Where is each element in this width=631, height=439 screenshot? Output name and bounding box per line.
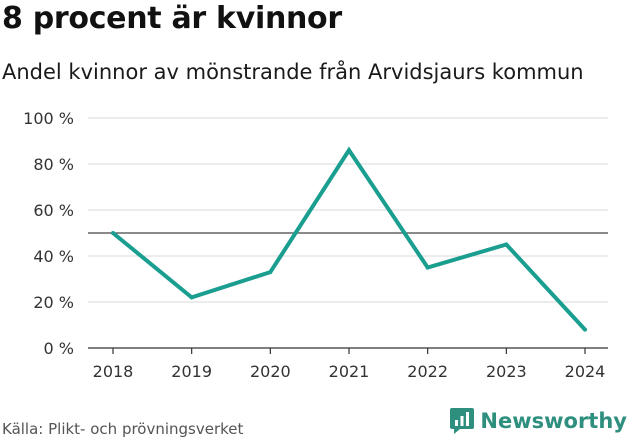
x-tick-label: 2024 [565,362,606,381]
data-point [189,295,194,300]
y-tick-label: 100 % [23,109,74,128]
data-point [504,242,509,247]
x-tick-label: 2021 [329,362,370,381]
series-line [111,146,587,331]
y-tick-label: 60 % [33,201,74,220]
chart-title: 8 procent är kvinnor [2,1,342,36]
x-tick-label: 2020 [250,362,291,381]
data-point [111,231,115,235]
data-point [347,148,351,153]
brand-logo: Newsworthy [450,408,627,434]
y-tick-label: 80 % [33,155,74,174]
x-tick-label: 2019 [171,362,212,381]
y-tick-label: 40 % [33,247,74,266]
y-tick-label: 20 % [33,293,74,312]
x-tick-label: 2022 [407,362,448,381]
data-point [268,270,273,275]
newsworthy-logo-icon [450,408,475,434]
y-tick-label: 0 % [44,339,74,358]
data-point [425,265,430,270]
data-point [583,327,587,332]
x-tick-label: 2018 [93,362,134,381]
chart-subtitle: Andel kvinnor av mönstrande från Arvidsj… [2,60,584,84]
brand-name: Newsworthy [480,409,627,433]
x-tick-label: 2023 [486,362,527,381]
source-note: Källa: Plikt- och prövningsverket [2,420,244,438]
